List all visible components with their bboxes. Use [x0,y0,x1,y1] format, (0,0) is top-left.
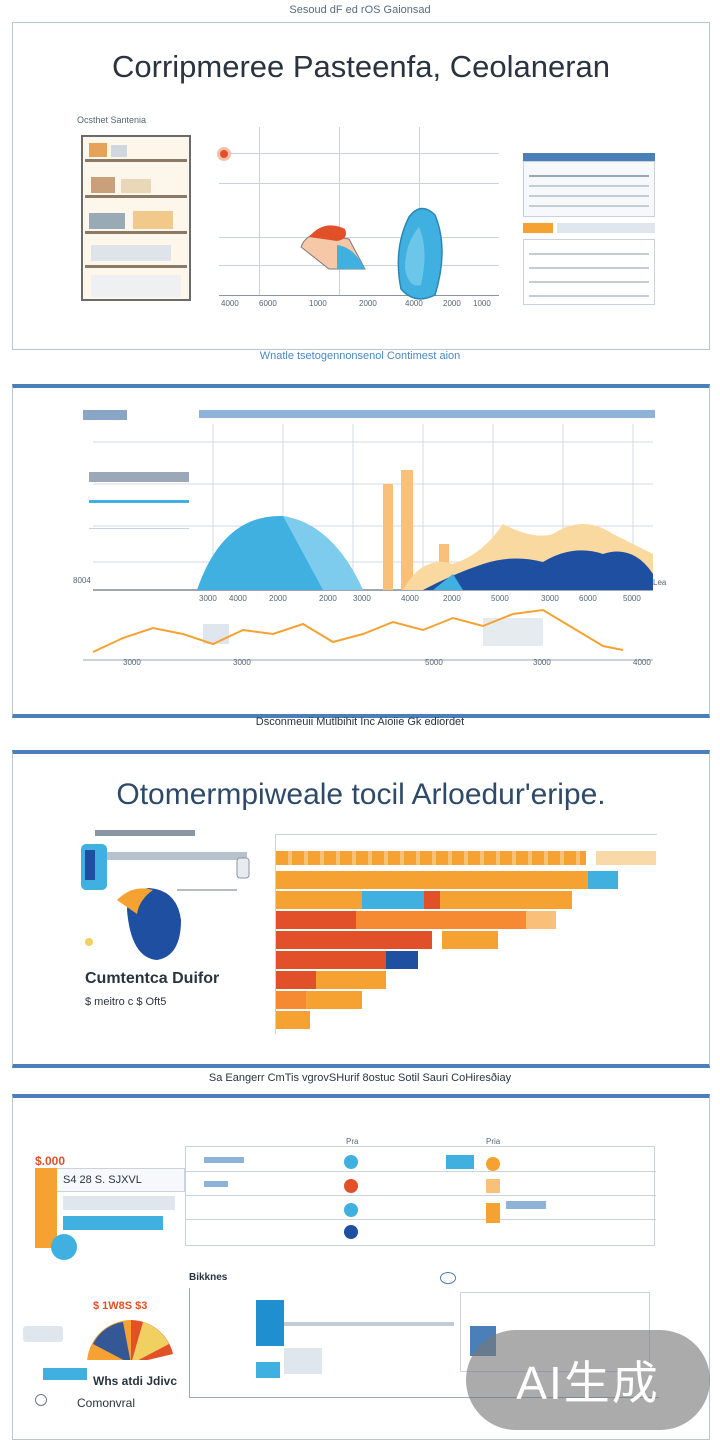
panel-3-illustration [81,830,250,960]
gauge-value: $ 1W8S $3 [93,1300,148,1312]
infographic-panel-3: Otomermpiweale tocil Arloedur'eripe. Cum… [12,750,710,1068]
panel-3-title: Otomermpiweale tocil Arloedur'eripe. [116,778,606,811]
left-sub: S4 28 S. SJXVL [63,1174,142,1186]
panel-3-bar-chart [275,834,657,1034]
line-tick: 5000 [425,658,443,667]
ai-watermark-badge: AI生成 [466,1330,710,1430]
axis-tick: 5000 [623,594,641,603]
line-tick: 3000 [533,658,551,667]
caption-2: Wnatle tsetogennonsenol Contimest aion [259,350,461,362]
top-caption: Sesoud dF ed rOS Gaionsad [289,4,431,16]
side-subheading: $ meitro c $ Oft5 [85,996,167,1008]
gauge-label: Whs atdi Jdivc [93,1374,178,1388]
legend-chip [83,410,127,420]
axis-tick: 5000 [491,594,509,603]
axis-tick: 6000 [579,594,597,603]
section-label: Bikknes [189,1272,228,1283]
side-heading: Cumtentca Duifor [85,970,220,987]
infographic-panel-2: 8004 Lea 3000 4000 2000 2000 3000 4000 2… [12,384,710,718]
panel-1-chart: 4000 6000 1000 2000 4000 2000 1000 [209,119,509,315]
axis-tick: 2000 [319,594,337,603]
panel-2-line-chart [83,608,653,661]
marker-icon [217,147,231,161]
infographic-panel-1: Corripmeree Pasteenfa, Ceolaneran Ocsthe… [12,22,710,350]
side-label: Ocsthet Santenia [77,115,147,125]
panel-1-title: Corripmeree Pasteenfa, Ceolaneran [112,49,610,84]
user-icon [51,1234,77,1260]
axis-tick: 4000 [405,299,423,308]
line-tick: 4000 [633,658,651,667]
axis-tick: 3000 [541,594,559,603]
right-axis-label: Lea [653,578,667,587]
axis-tick: 2000 [443,299,461,308]
line-tick: 3000 [233,658,251,667]
caption-4: Sa Eangerr CmTis vgrovSHurif 8ostuc Soti… [208,1072,512,1084]
axis-tick: 1000 [309,299,327,308]
axis-tick: 2000 [359,299,377,308]
axis-tick: 4000 [229,594,247,603]
y-axis-label: 8004 [73,576,91,585]
axis-tick: 1000 [473,299,491,308]
caption-3: Dsconmeuii Mutlbihit Inc Aioiie Gk edior… [255,716,465,728]
axis-tick: 2000 [443,594,461,603]
table-head: Pria [486,1137,501,1146]
line-tick: 3000 [123,658,141,667]
gauge-sub: Comonvral [77,1396,136,1410]
axis-tick: 4000 [401,594,419,603]
axis-tick: 2000 [269,594,287,603]
mini-table-widget [523,153,655,307]
panel-2-area-chart [93,424,653,591]
table-head: Pra [346,1137,359,1146]
shelf-illustration: Ocsthet Santenia [77,115,203,305]
left-value: $.000 [35,1154,66,1168]
axis-tick: 6000 [259,299,277,308]
gauge-chart [23,1320,179,1380]
data-table: Pra Pria [185,1137,656,1246]
axis-tick: 3000 [199,594,217,603]
info-icon [35,1394,47,1406]
axis-tick: 3000 [353,594,371,603]
axis-tick: 4000 [221,299,239,308]
